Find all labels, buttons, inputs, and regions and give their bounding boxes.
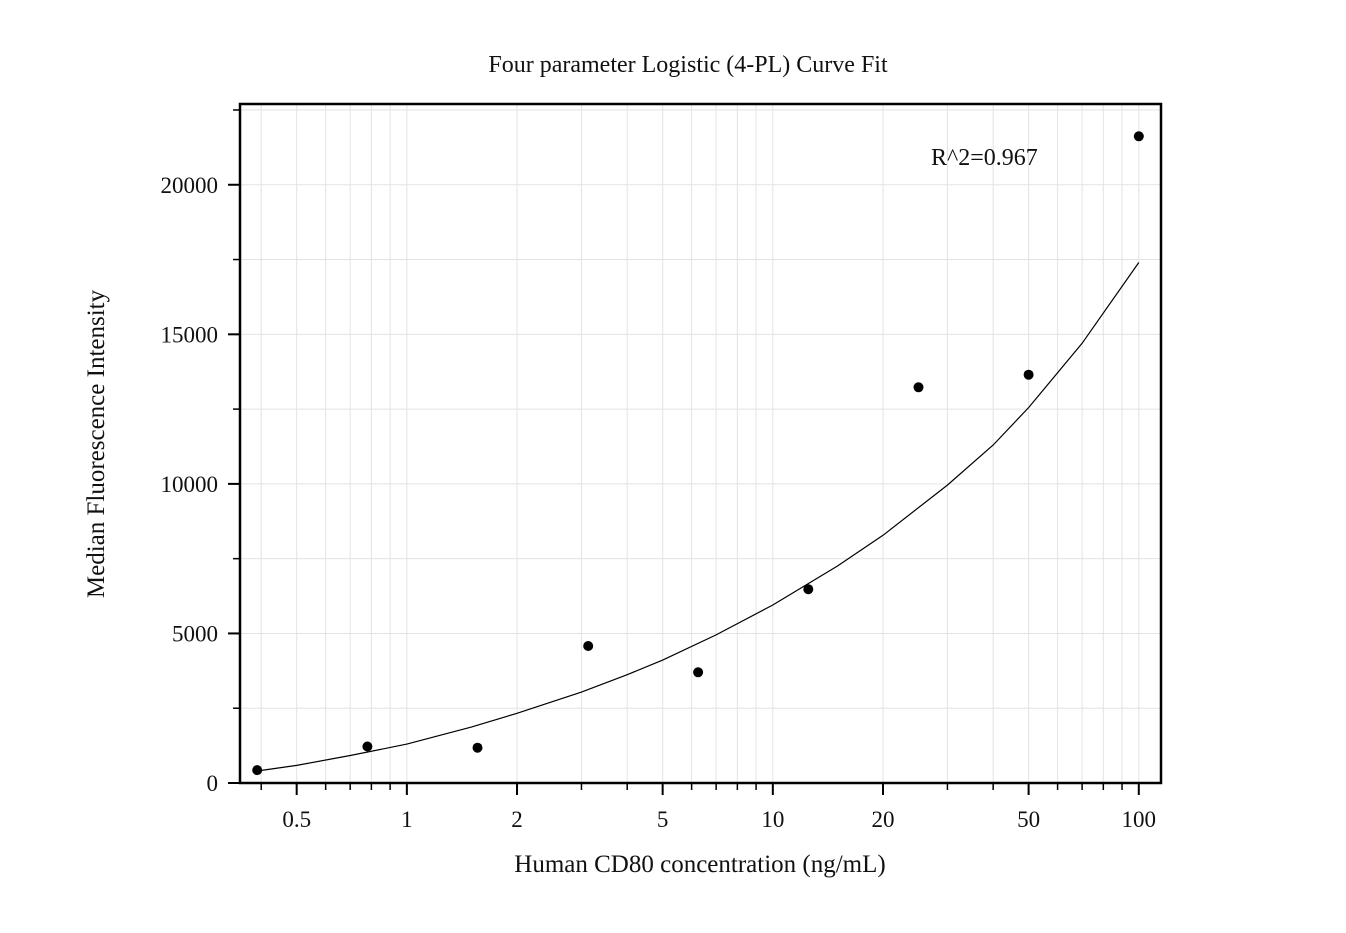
y-tick-label: 10000	[161, 472, 219, 497]
x-tick-label: 10	[761, 807, 784, 832]
y-tick-label: 20000	[161, 173, 219, 198]
chart-title: Four parameter Logistic (4-PL) Curve Fit	[488, 52, 888, 78]
fit-curve	[257, 262, 1140, 772]
data-point	[1023, 369, 1034, 380]
data-points-layer	[252, 131, 1144, 776]
x-tick-label: 1	[401, 807, 413, 832]
x-tick-label: 100	[1122, 807, 1157, 832]
x-tick-label: 50	[1017, 807, 1040, 832]
y-tick-label: 5000	[172, 621, 218, 646]
plot-area-frame	[238, 102, 1163, 785]
y-tick-label: 0	[207, 771, 219, 796]
data-point	[693, 667, 704, 678]
r-squared-annotation: R^2=0.967	[931, 145, 1038, 171]
fit-curve-layer	[257, 262, 1140, 772]
data-point	[252, 765, 263, 776]
data-point	[362, 741, 373, 752]
x-tick-label: 2	[511, 807, 523, 832]
x-axis-label: Human CD80 concentration (ng/mL)	[514, 851, 885, 878]
x-axis-ticks: 0.5 1 2 5 10 20 50 100	[260, 783, 1157, 832]
y-axis-label: Median Fluorescence Intensity	[83, 289, 110, 598]
y-tick-label: 15000	[161, 322, 219, 347]
data-point	[1133, 131, 1144, 142]
data-point	[583, 641, 594, 651]
data-point	[472, 742, 483, 753]
x-tick-label: 5	[657, 807, 669, 832]
data-point	[913, 382, 924, 393]
data-point	[803, 584, 814, 595]
x-tick-label: 0.5	[282, 807, 311, 832]
y-axis-ticks: 0 5000 10000 15000 20000	[161, 109, 240, 796]
x-tick-label: 20	[871, 807, 894, 832]
grid	[240, 104, 1161, 784]
